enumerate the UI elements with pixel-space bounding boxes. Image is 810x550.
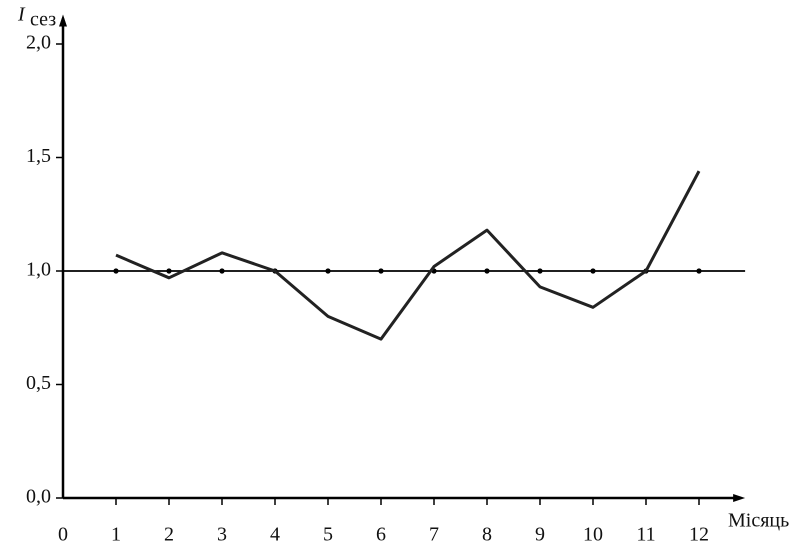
reference-dot xyxy=(325,268,331,274)
x-axis-arrow xyxy=(733,494,746,502)
x-tick-label: 4 xyxy=(270,524,280,546)
x-tick-label: 9 xyxy=(535,524,545,546)
y-tick-label: 2,0 xyxy=(26,32,51,54)
x-tick-label: 1 xyxy=(111,524,121,546)
x-tick-label: 3 xyxy=(217,524,227,546)
y-axis-label: I xyxy=(17,4,26,26)
x-tick-label: 0 xyxy=(58,524,68,546)
reference-dot xyxy=(484,268,490,274)
x-tick-label: 2 xyxy=(164,524,174,546)
x-tick-label: 12 xyxy=(689,524,709,546)
y-axis-label-sub: сез xyxy=(30,9,56,31)
reference-dot xyxy=(590,268,596,274)
reference-dot xyxy=(166,268,172,274)
y-tick-label: 0,5 xyxy=(26,372,51,394)
reference-dot xyxy=(219,268,225,274)
reference-dot xyxy=(537,268,543,274)
x-tick-label: 6 xyxy=(376,524,386,546)
x-tick-label: 11 xyxy=(636,524,655,546)
x-tick-label: 10 xyxy=(583,524,603,546)
y-tick-label: 1,0 xyxy=(26,259,51,281)
x-tick-label: 8 xyxy=(482,524,492,546)
y-tick-label: 0,0 xyxy=(26,486,51,508)
y-axis-arrow xyxy=(59,14,67,27)
data-line xyxy=(115,170,701,341)
x-tick-label: 7 xyxy=(429,524,439,546)
reference-dot xyxy=(696,268,702,274)
reference-dot xyxy=(113,268,119,274)
y-tick-label: 1,5 xyxy=(26,145,51,167)
reference-dot xyxy=(378,268,384,274)
x-tick-label: 5 xyxy=(323,524,333,546)
x-axis-label: Місяць xyxy=(728,510,789,532)
